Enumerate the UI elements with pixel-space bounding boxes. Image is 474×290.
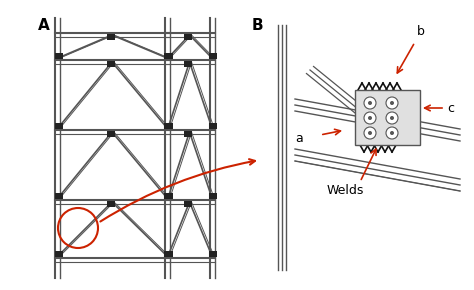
Bar <box>164 251 172 257</box>
Bar <box>55 251 63 257</box>
Bar <box>107 34 115 40</box>
Bar <box>164 123 172 129</box>
Circle shape <box>390 101 394 105</box>
Circle shape <box>364 112 376 124</box>
Circle shape <box>390 131 394 135</box>
Circle shape <box>386 127 398 139</box>
Bar <box>184 201 192 207</box>
Text: c: c <box>447 102 454 115</box>
Bar <box>184 34 192 40</box>
Text: a: a <box>295 131 303 144</box>
Circle shape <box>390 116 394 120</box>
Bar <box>55 53 63 59</box>
Bar <box>165 53 173 59</box>
Text: B: B <box>252 18 264 33</box>
FancyBboxPatch shape <box>355 90 420 145</box>
Circle shape <box>368 101 372 105</box>
Bar <box>165 251 173 257</box>
Text: Welds: Welds <box>327 184 365 197</box>
Bar <box>107 61 115 67</box>
Bar <box>107 131 115 137</box>
Bar <box>164 53 172 59</box>
Circle shape <box>386 97 398 109</box>
Bar <box>55 123 63 129</box>
Bar <box>209 193 217 199</box>
Bar <box>209 251 217 257</box>
Bar <box>184 131 192 137</box>
Bar <box>164 193 172 199</box>
Bar <box>184 61 192 67</box>
Bar <box>107 201 115 207</box>
Bar <box>55 193 63 199</box>
Bar <box>209 53 217 59</box>
Circle shape <box>364 97 376 109</box>
Text: b: b <box>417 25 425 38</box>
Text: A: A <box>38 18 50 33</box>
Circle shape <box>364 127 376 139</box>
Circle shape <box>386 112 398 124</box>
Circle shape <box>368 131 372 135</box>
Circle shape <box>368 116 372 120</box>
Bar <box>165 123 173 129</box>
Bar <box>209 123 217 129</box>
Bar <box>165 193 173 199</box>
